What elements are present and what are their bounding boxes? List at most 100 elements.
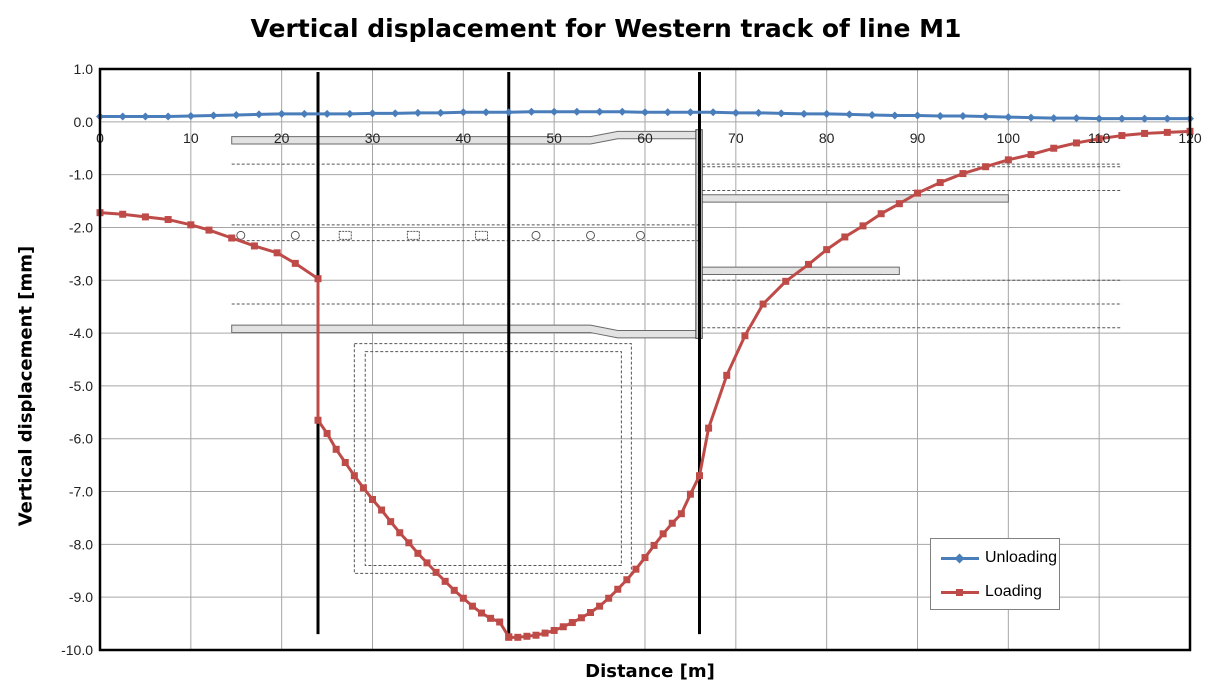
y-tick-label: -5.0 (69, 378, 93, 394)
tunnel-schematic (231, 129, 1122, 574)
data-point-loading (641, 554, 649, 562)
data-point-loading (478, 609, 485, 617)
data-point-unloading (822, 109, 831, 118)
data-point-loading (505, 633, 513, 641)
data-point-loading (291, 259, 299, 267)
data-point-unloading (641, 108, 649, 117)
data-point-loading (614, 585, 622, 593)
legend-item-unloading: Unloading (931, 548, 1057, 568)
data-point-unloading (436, 108, 445, 117)
pile-box (475, 230, 488, 240)
data-point-loading (723, 371, 731, 379)
data-point-loading (841, 233, 849, 241)
data-point-unloading (686, 108, 695, 117)
data-point-loading (314, 416, 322, 424)
data-point-unloading (550, 107, 559, 116)
data-point-unloading (572, 107, 581, 116)
data-point-unloading (186, 112, 195, 121)
x-tick-label: 90 (910, 130, 926, 146)
data-point-unloading (391, 109, 400, 118)
data-point-loading (705, 424, 713, 432)
y-tick-label: 1.0 (74, 61, 94, 77)
legend-label-unloading: Unloading (985, 549, 1058, 566)
data-point-loading (387, 518, 395, 526)
data-point-unloading (323, 109, 332, 118)
data-point-loading (741, 332, 749, 340)
data-point-unloading (1095, 114, 1104, 123)
data-point-unloading (1117, 114, 1126, 123)
data-point-loading (141, 213, 149, 221)
data-point-loading (759, 300, 767, 308)
legend: Unloading Loading (930, 538, 1060, 610)
y-tick-label: -3.0 (69, 272, 93, 288)
data-point-unloading (482, 108, 491, 117)
data-point-loading (605, 594, 613, 602)
legend-label-loading: Loading (985, 583, 1042, 600)
data-point-unloading (618, 107, 627, 116)
data-point-unloading (527, 107, 536, 116)
x-tick-label: 10 (183, 130, 199, 146)
x-tick-label: 80 (819, 130, 835, 146)
data-point-loading (369, 495, 376, 503)
data-point-loading (877, 210, 885, 218)
pile-circle (635, 230, 645, 240)
data-point-loading (1027, 151, 1035, 159)
data-point-loading (164, 216, 172, 224)
x-tick-label: 30 (365, 130, 381, 146)
data-point-loading (532, 631, 540, 639)
y-tick-label: -10.0 (61, 642, 93, 658)
y-axis-label: Vertical displacement [mm] (15, 245, 37, 527)
data-point-loading (1072, 139, 1080, 147)
data-point-loading (341, 458, 349, 466)
pile-circle (586, 230, 595, 240)
pile-circle (236, 230, 246, 240)
vertical-markers (316, 72, 701, 635)
data-point-unloading (277, 109, 286, 118)
data-point-unloading (504, 108, 513, 117)
legend-item-loading: Loading (931, 582, 1057, 602)
data-point-loading (459, 594, 467, 602)
data-point-loading (432, 568, 440, 576)
data-point-unloading (663, 108, 672, 117)
y-tick-label: -7.0 (69, 484, 93, 500)
data-point-loading (359, 484, 367, 492)
data-point-loading (414, 549, 422, 557)
data-point-loading (659, 530, 667, 538)
y-tick-label: -1.0 (69, 167, 93, 183)
y-tick-label: 0.0 (74, 114, 94, 130)
data-point-loading (250, 242, 258, 250)
data-point-loading (378, 506, 386, 514)
plot-border (98, 67, 1192, 652)
data-point-unloading (413, 108, 422, 117)
data-point-loading (396, 529, 404, 537)
data-point-unloading (1140, 114, 1149, 123)
data-point-loading (332, 445, 340, 453)
data-point-loading (805, 260, 812, 268)
data-point-unloading (777, 109, 786, 118)
y-tick-label: -6.0 (69, 431, 93, 447)
data-point-loading (187, 221, 195, 229)
data-point-unloading (254, 110, 263, 119)
square-marker-icon (956, 589, 963, 596)
data-point-loading (323, 429, 331, 437)
data-point-unloading (958, 112, 967, 121)
y-tick-label: -8.0 (69, 536, 93, 552)
data-point-loading (441, 577, 449, 585)
data-point-loading (686, 490, 694, 498)
data-point-loading (1004, 156, 1012, 164)
pit-outer (353, 343, 632, 574)
x-tick-label: 40 (456, 130, 472, 146)
data-point-loading (550, 626, 558, 634)
data-point-loading (541, 629, 549, 637)
data-point-loading (559, 623, 567, 631)
pile-box (406, 230, 420, 240)
pit-inner (364, 351, 622, 566)
data-point-unloading (459, 108, 468, 117)
x-axis-label: Distance [m] (585, 661, 715, 682)
data-point-unloading (164, 112, 173, 121)
y-tick-label: -4.0 (69, 325, 93, 341)
data-point-loading (632, 565, 640, 573)
y-tick-label: -2.0 (69, 219, 93, 235)
data-point-unloading (141, 112, 150, 121)
data-point-loading (1141, 129, 1149, 137)
